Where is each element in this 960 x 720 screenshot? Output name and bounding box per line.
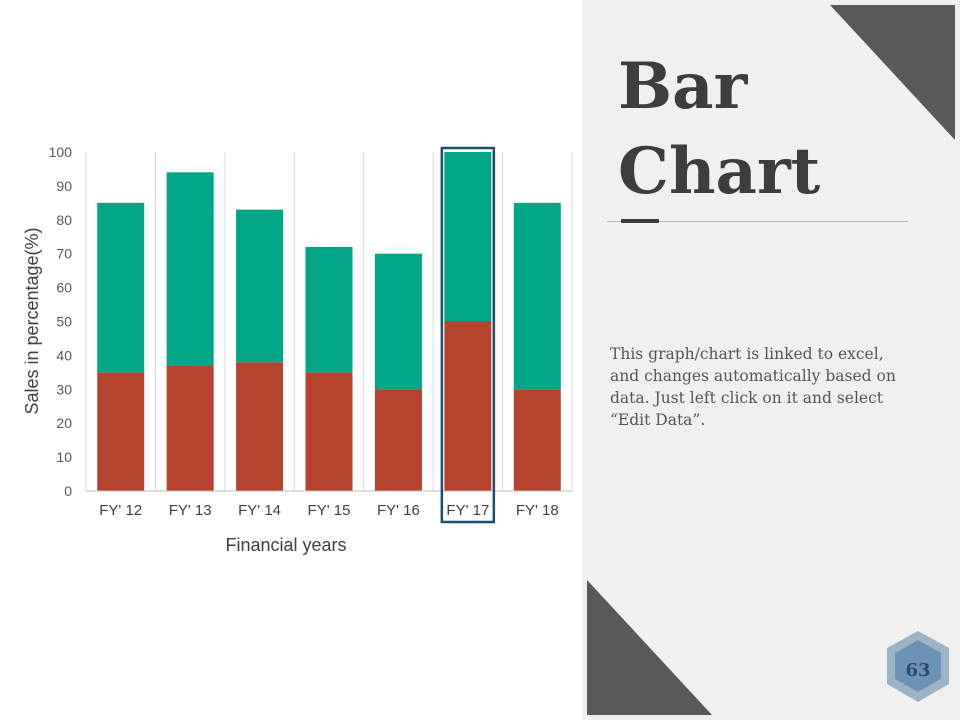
x-tick-label: FY' 17 — [446, 502, 489, 519]
highlight-box — [440, 146, 496, 524]
y-tick-label: 0 — [64, 483, 72, 499]
x-tick-label: FY' 14 — [238, 502, 281, 519]
x-axis-label: Financial years — [225, 535, 346, 555]
bar-segment — [236, 209, 284, 363]
y-tick-label: 80 — [56, 212, 72, 228]
slide-description: This graph/chart is linked to excel, and… — [610, 345, 896, 429]
bar-segment — [513, 389, 561, 491]
x-tick-label: FY' 12 — [99, 502, 142, 519]
bar-segment — [97, 372, 145, 491]
chart-gridlines — [85, 152, 573, 491]
bar-segment — [444, 321, 492, 491]
y-tick-label: 100 — [49, 144, 73, 160]
chart-bars — [97, 152, 561, 491]
y-tick-label: 10 — [56, 449, 72, 465]
x-axis-ticks: FY' 12 FY' 13 FY' 14 FY' 15 FY' 16 FY' 17 FY' … — [99, 502, 558, 519]
hexagon-inner-icon — [895, 640, 941, 692]
page-number: 63 — [905, 659, 931, 681]
x-tick-label: FY' 16 — [377, 502, 420, 519]
y-tick-label: 40 — [56, 347, 72, 363]
title-panel — [582, 0, 960, 720]
x-tick-label: FY' 13 — [169, 502, 212, 519]
title-divider — [607, 221, 908, 222]
x-tick-label: FY' 15 — [308, 502, 351, 519]
y-axis-label: Sales in percentage(%) — [22, 227, 42, 414]
bar-segment — [305, 246, 353, 373]
bar-segment — [513, 202, 561, 390]
y-tick-label: 60 — [56, 280, 72, 296]
slide-title-line-1: Bar — [618, 49, 748, 124]
bar-segment — [444, 152, 492, 322]
bar-segment — [97, 202, 145, 373]
bar-segment — [236, 362, 284, 491]
y-axis-ticks: 0 10 20 30 40 50 60 70 80 90 100 — [49, 144, 73, 499]
bar-segment — [374, 389, 422, 491]
y-tick-label: 70 — [56, 246, 72, 262]
y-tick-label: 20 — [56, 415, 72, 431]
title-divider-accent — [621, 219, 659, 223]
bar-segment — [166, 365, 214, 491]
bar-segment — [374, 253, 422, 390]
slide-title-line-2: Chart — [618, 134, 821, 209]
bar-segment — [305, 372, 353, 491]
y-tick-label: 30 — [56, 381, 72, 397]
y-tick-label: 90 — [56, 178, 72, 194]
x-tick-label: FY' 18 — [516, 502, 559, 519]
y-tick-label: 50 — [56, 314, 72, 330]
bar-segment — [166, 172, 214, 366]
